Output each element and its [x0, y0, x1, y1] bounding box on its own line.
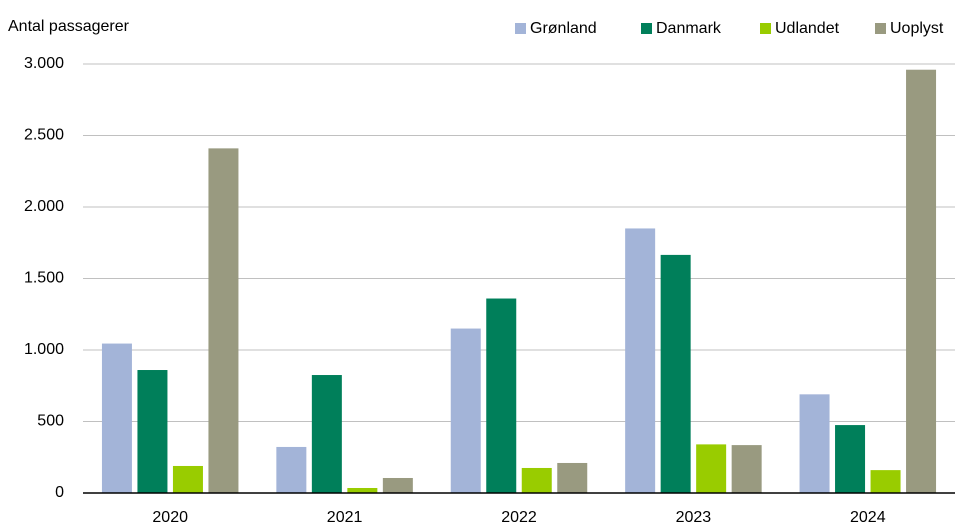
bar — [311, 375, 342, 493]
x-tick-label: 2022 — [501, 509, 537, 526]
bar — [625, 228, 656, 493]
bar — [347, 487, 378, 493]
bar — [382, 477, 413, 493]
legend-swatch — [760, 23, 771, 34]
x-tick-label: 2020 — [152, 509, 188, 526]
x-tick-label: 2024 — [850, 509, 886, 526]
y-tick-label: 1.500 — [24, 270, 64, 287]
bar — [137, 370, 168, 493]
legend-swatch — [875, 23, 886, 34]
x-tick-label: 2021 — [327, 509, 363, 526]
legend-swatch — [641, 23, 652, 34]
y-tick-label: 2.500 — [24, 127, 64, 144]
bar — [208, 148, 239, 493]
x-tick-label: 2023 — [676, 509, 712, 526]
bar — [731, 445, 762, 493]
y-tick-label: 0 — [55, 484, 64, 501]
bar — [835, 425, 866, 493]
y-tick-label: 500 — [37, 413, 64, 430]
bar — [521, 467, 552, 493]
legend-label: Danmark — [656, 20, 722, 37]
bar — [870, 470, 901, 493]
y-axis-label: Antal passagerer — [8, 18, 130, 35]
bar — [101, 343, 132, 493]
bar — [906, 69, 937, 493]
legend-swatch — [515, 23, 526, 34]
y-tick-label: 1.000 — [24, 341, 64, 358]
bar — [660, 254, 691, 493]
bar — [172, 465, 203, 493]
bar — [450, 328, 481, 493]
bar — [557, 462, 588, 493]
bar — [696, 444, 727, 493]
y-tick-label: 2.000 — [24, 198, 64, 215]
y-tick-label: 3.000 — [24, 55, 64, 72]
bar — [486, 298, 517, 493]
bar — [799, 394, 830, 493]
legend-label: Grønland — [530, 20, 597, 37]
legend-label: Uoplyst — [890, 20, 944, 37]
legend-label: Udlandet — [775, 20, 840, 37]
bar — [276, 446, 307, 493]
